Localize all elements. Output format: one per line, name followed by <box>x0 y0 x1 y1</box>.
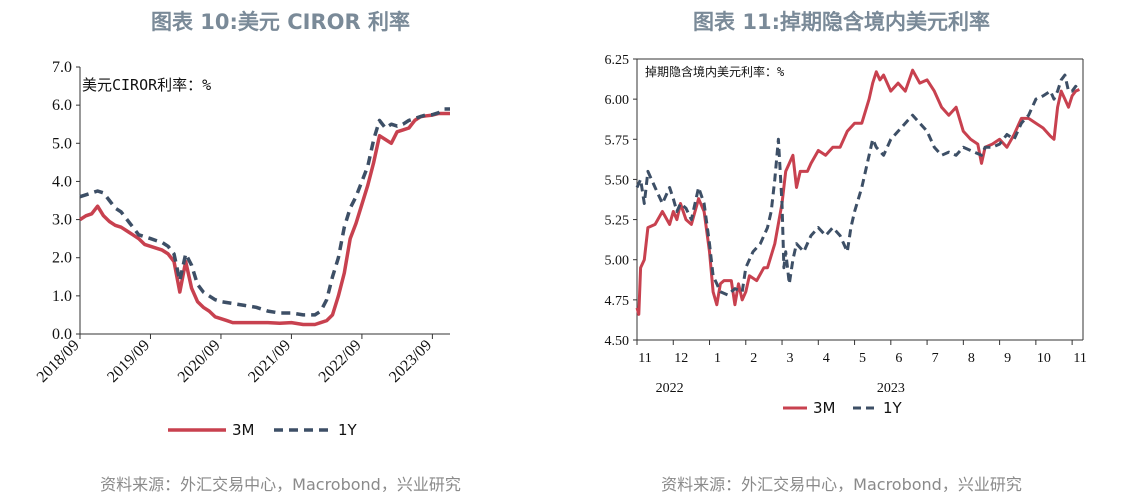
year-label: 2022 <box>656 381 684 396</box>
y-tick-label: 5.50 <box>605 173 630 188</box>
x-tick-label: 4 <box>823 351 830 366</box>
x-tick-label: 2022/09 <box>316 337 365 386</box>
x-tick-label: 6 <box>895 351 902 366</box>
y-tick-label: 5.25 <box>605 214 630 229</box>
chart-panel-ciror: 图表 10:美元 CIROR 利率 7.0 6.0 5.0 4.0 3.0 2.0 1.0 0… <box>34 10 461 494</box>
y-tick-label: 5.00 <box>605 254 630 269</box>
x-tick-label: 9 <box>1004 351 1011 366</box>
unit-label: 掉期隐含境内美元利率：% <box>645 64 785 79</box>
x-tick-label: 1 <box>714 351 721 366</box>
x-tick-label: 2021/09 <box>245 337 294 386</box>
legend-label-3m: 3M <box>813 399 836 417</box>
x-tick-label: 10 <box>1037 351 1051 366</box>
y-tick-label: 2.0 <box>52 250 72 267</box>
x-tick-label: 2019/09 <box>104 337 153 386</box>
x-tick-label: 8 <box>968 351 975 366</box>
y-tick-label: 5.0 <box>52 135 72 152</box>
x-tick-label: 2020/09 <box>175 337 224 386</box>
source-note: 资料来源：外汇交易中心，Macrobond，兴业研究 <box>661 475 1022 494</box>
y-tick-label: 4.75 <box>605 294 630 309</box>
x-tick-label: 5 <box>859 351 866 366</box>
x-tick-label: 11 <box>1073 351 1086 366</box>
series-line-3m <box>79 111 450 327</box>
x-tick-label: 2023/09 <box>386 337 435 386</box>
series-line-1y <box>79 107 450 317</box>
chart-title: 图表 10:美元 CIROR 利率 <box>151 10 410 34</box>
legend-label-1y: 1Y <box>883 399 903 417</box>
x-tick-label: 12 <box>674 351 688 366</box>
y-tick-label: 6.00 <box>605 93 630 108</box>
y-tick-label: 1.0 <box>52 288 72 305</box>
series-line-1y <box>635 73 1081 297</box>
chart-title: 图表 11:掉期隐含境内美元利率 <box>693 10 990 34</box>
legend-label-3m: 3M <box>232 421 255 439</box>
x-tick-label: 2 <box>750 351 757 366</box>
y-tick-label: 4.0 <box>52 173 72 190</box>
y-tick-label: 6.25 <box>605 53 630 68</box>
y-tick-label: 0.0 <box>52 326 72 343</box>
y-tick-label: 3.0 <box>52 212 72 229</box>
series-line-3m <box>635 68 1080 316</box>
unit-label: 美元CIROR利率：% <box>82 76 211 94</box>
source-note: 资料来源：外汇交易中心，Macrobond，兴业研究 <box>100 475 461 494</box>
legend-label-1y: 1Y <box>338 421 358 439</box>
chart-panel-swap-implied: 图表 11:掉期隐含境内美元利率 6.25 6.00 5.75 5.50 5.25 5.0… <box>561 0 1122 501</box>
x-tick-label: 11 <box>638 351 651 366</box>
y-tick-label: 4.50 <box>605 334 630 349</box>
y-tick-label: 7.0 <box>52 59 72 76</box>
y-tick-label: 5.75 <box>605 133 630 148</box>
year-label: 2023 <box>877 381 905 396</box>
x-tick-label: 3 <box>787 351 794 366</box>
y-tick-label: 6.0 <box>52 97 72 114</box>
x-tick-label: 7 <box>932 351 939 366</box>
x-tick-label: 2018/09 <box>34 337 83 386</box>
